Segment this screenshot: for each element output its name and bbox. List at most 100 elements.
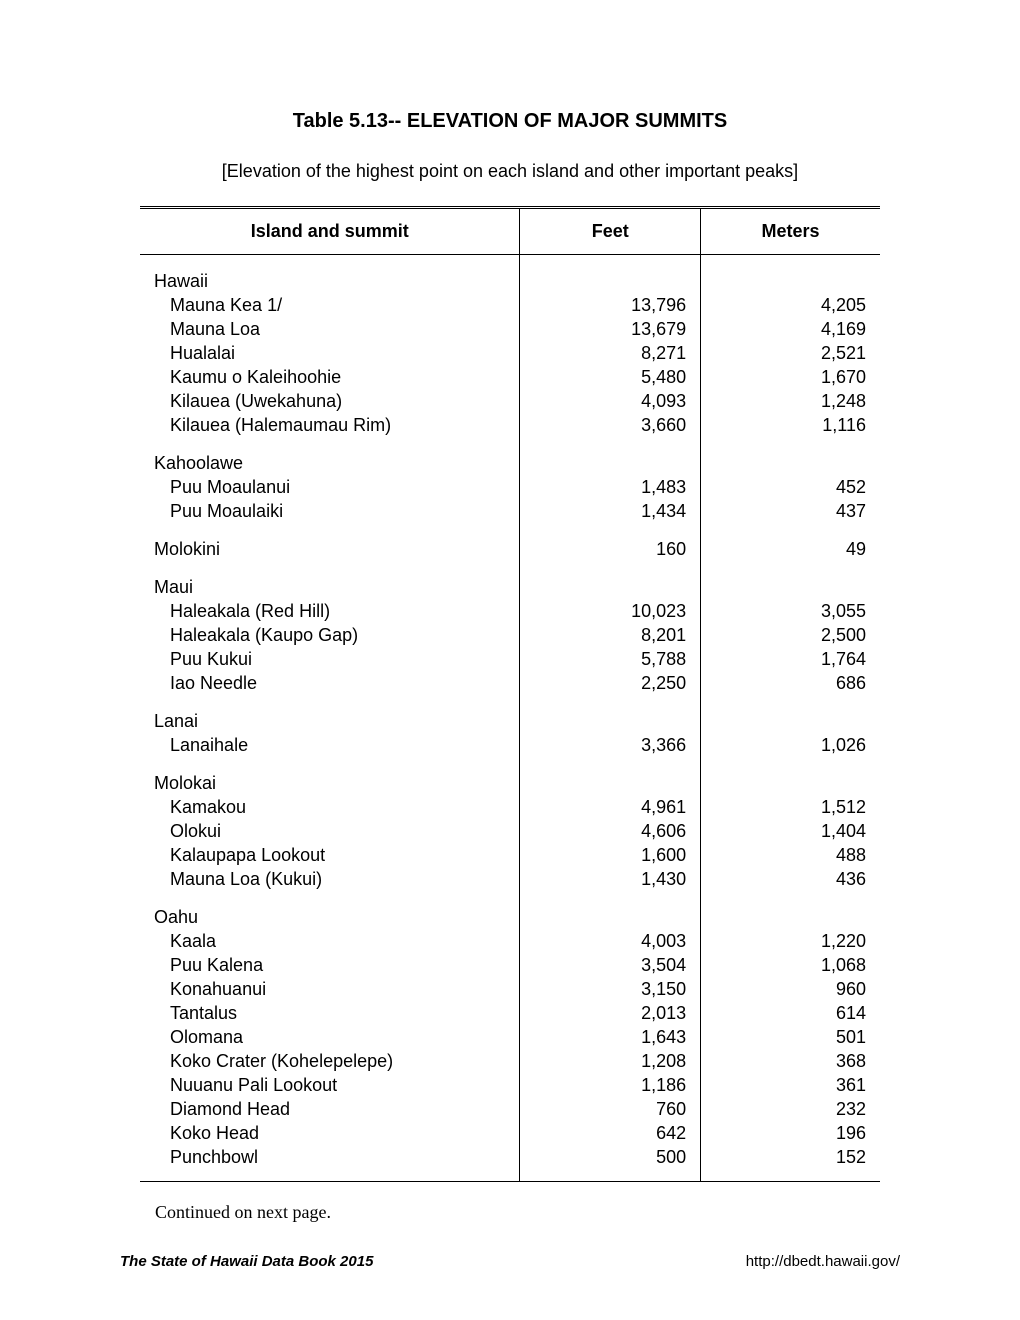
summit-meters: 1,116 xyxy=(701,413,880,437)
summit-feet: 3,504 xyxy=(520,953,701,977)
summit-row: Haleakala (Red Hill)10,0233,055 xyxy=(140,599,880,623)
summit-name: Kamakou xyxy=(140,795,520,819)
summit-feet: 1,434 xyxy=(520,499,701,523)
summit-row: Iao Needle2,250686 xyxy=(140,671,880,695)
summit-name: Lanaihale xyxy=(140,733,520,757)
summit-row: Koko Head642196 xyxy=(140,1121,880,1145)
island-meters xyxy=(701,905,880,929)
summit-row: Tantalus2,013614 xyxy=(140,1001,880,1025)
island-meters: 49 xyxy=(701,537,880,561)
island-feet: 160 xyxy=(520,537,701,561)
summit-row: Haleakala (Kaupo Gap)8,2012,500 xyxy=(140,623,880,647)
summit-feet: 1,643 xyxy=(520,1025,701,1049)
spacer-row xyxy=(140,437,880,451)
spacer-row xyxy=(140,523,880,537)
summit-name: Diamond Head xyxy=(140,1097,520,1121)
summit-name: Koko Head xyxy=(140,1121,520,1145)
summit-meters: 1,026 xyxy=(701,733,880,757)
summit-feet: 1,186 xyxy=(520,1073,701,1097)
summit-name: Nuuanu Pali Lookout xyxy=(140,1073,520,1097)
island-row: Kahoolawe xyxy=(140,451,880,475)
summit-meters: 4,169 xyxy=(701,317,880,341)
summit-row: Puu Kukui5,7881,764 xyxy=(140,647,880,671)
summit-feet: 10,023 xyxy=(520,599,701,623)
summit-row: Olomana1,643501 xyxy=(140,1025,880,1049)
footer-url: http://dbedt.hawaii.gov/ xyxy=(746,1253,900,1270)
summit-name: Puu Moaulaiki xyxy=(140,499,520,523)
summit-feet: 1,208 xyxy=(520,1049,701,1073)
summit-row: Mauna Loa13,6794,169 xyxy=(140,317,880,341)
summit-row: Kilauea (Halemaumau Rim)3,6601,116 xyxy=(140,413,880,437)
island-name: Molokai xyxy=(140,771,520,795)
island-row: Hawaii xyxy=(140,269,880,293)
summit-row: Punchbowl500152 xyxy=(140,1145,880,1169)
summit-meters: 1,404 xyxy=(701,819,880,843)
summit-row: Lanaihale3,3661,026 xyxy=(140,733,880,757)
spacer-row xyxy=(140,255,880,270)
summit-meters: 437 xyxy=(701,499,880,523)
summit-name: Puu Kukui xyxy=(140,647,520,671)
island-name: Maui xyxy=(140,575,520,599)
summit-row: Mauna Kea 1/13,7964,205 xyxy=(140,293,880,317)
summit-meters: 1,670 xyxy=(701,365,880,389)
summit-row: Konahuanui3,150960 xyxy=(140,977,880,1001)
summit-row: Puu Moaulaiki1,434437 xyxy=(140,499,880,523)
island-feet xyxy=(520,905,701,929)
summit-name: Kaumu o Kaleihoohie xyxy=(140,365,520,389)
spacer-row xyxy=(140,757,880,771)
summit-row: Kilauea (Uwekahuna)4,0931,248 xyxy=(140,389,880,413)
summit-feet: 4,961 xyxy=(520,795,701,819)
summit-feet: 13,679 xyxy=(520,317,701,341)
summit-name: Kilauea (Uwekahuna) xyxy=(140,389,520,413)
summit-feet: 642 xyxy=(520,1121,701,1145)
col-header-feet: Feet xyxy=(520,208,701,255)
table-subtitle: [Elevation of the highest point on each … xyxy=(120,161,900,182)
summit-meters: 232 xyxy=(701,1097,880,1121)
col-header-island: Island and summit xyxy=(140,208,520,255)
summit-feet: 4,606 xyxy=(520,819,701,843)
summit-name: Punchbowl xyxy=(140,1145,520,1169)
page-footer: The State of Hawaii Data Book 2015 http:… xyxy=(120,1253,900,1270)
island-feet xyxy=(520,269,701,293)
summit-name: Koko Crater (Kohelepelepe) xyxy=(140,1049,520,1073)
summit-meters: 436 xyxy=(701,867,880,891)
summit-meters: 1,220 xyxy=(701,929,880,953)
summits-table: Island and summit Feet Meters HawaiiMaun… xyxy=(140,206,880,1182)
island-name: Molokini xyxy=(140,537,520,561)
summit-meters: 501 xyxy=(701,1025,880,1049)
summit-row: Mauna Loa (Kukui)1,430436 xyxy=(140,867,880,891)
spacer-row xyxy=(140,891,880,905)
summit-meters: 196 xyxy=(701,1121,880,1145)
summit-name: Puu Moaulanui xyxy=(140,475,520,499)
summit-feet: 2,013 xyxy=(520,1001,701,1025)
summit-meters: 1,068 xyxy=(701,953,880,977)
summit-feet: 8,201 xyxy=(520,623,701,647)
summit-feet: 5,788 xyxy=(520,647,701,671)
summit-meters: 452 xyxy=(701,475,880,499)
summit-feet: 1,483 xyxy=(520,475,701,499)
table-title: Table 5.13-- ELEVATION OF MAJOR SUMMITS xyxy=(120,110,900,133)
summit-row: Puu Kalena3,5041,068 xyxy=(140,953,880,977)
summit-meters: 686 xyxy=(701,671,880,695)
summit-meters: 2,521 xyxy=(701,341,880,365)
summit-feet: 3,366 xyxy=(520,733,701,757)
summit-row: Kaala4,0031,220 xyxy=(140,929,880,953)
summit-feet: 3,150 xyxy=(520,977,701,1001)
summit-name: Iao Needle xyxy=(140,671,520,695)
summit-name: Hualalai xyxy=(140,341,520,365)
table-bottom-border xyxy=(140,1169,880,1182)
island-feet xyxy=(520,771,701,795)
summit-row: Diamond Head760232 xyxy=(140,1097,880,1121)
summit-row: Koko Crater (Kohelepelepe)1,208368 xyxy=(140,1049,880,1073)
summit-name: Konahuanui xyxy=(140,977,520,1001)
island-name: Hawaii xyxy=(140,269,520,293)
summit-feet: 3,660 xyxy=(520,413,701,437)
summit-meters: 152 xyxy=(701,1145,880,1169)
summit-name: Tantalus xyxy=(140,1001,520,1025)
summit-name: Kaala xyxy=(140,929,520,953)
summit-feet: 2,250 xyxy=(520,671,701,695)
summit-name: Kalaupapa Lookout xyxy=(140,843,520,867)
summit-row: Nuuanu Pali Lookout1,186361 xyxy=(140,1073,880,1097)
island-row: Maui xyxy=(140,575,880,599)
summit-name: Haleakala (Red Hill) xyxy=(140,599,520,623)
